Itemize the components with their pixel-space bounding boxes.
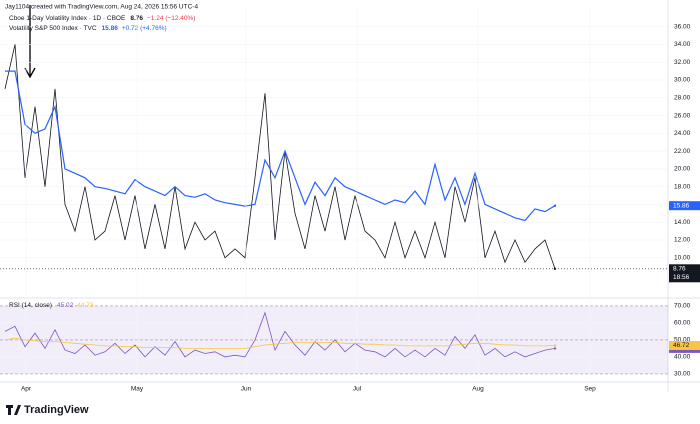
last-point [553,347,557,350]
y-tick-label: 34.00 [674,41,691,48]
y-tick-label: 30.00 [674,77,691,84]
y-tick-label: 12.00 [674,237,691,244]
rsi-title: RSI (14, close) [9,302,52,309]
y-tick-label: 10.00 [674,254,691,261]
logo-mark [6,405,21,415]
price-line [4,44,556,269]
legend-name: Volatility S&P 500 Index · TVC [9,25,97,32]
rsi-legend: RSI (14, close) 45.02 44.73 [9,302,94,309]
y-tick-label: 26.00 [674,112,691,119]
y-tick-label: 40.00 [674,354,691,361]
countdown: 18:56 [673,274,690,281]
price-label-box [669,264,700,283]
x-tick-label: Aug [472,386,484,393]
x-tick-label: Sep [584,386,596,393]
arrow-annotation [24,5,36,79]
last-point [553,344,557,347]
rsi-value: 45.02 [57,302,74,309]
price-label-box [669,341,700,351]
y-tick-label: 24.00 [674,130,691,137]
y-tick-label: 32.00 [674,59,691,66]
y-tick-label: 18.00 [674,183,691,190]
last-point [553,267,557,270]
legend-name: Cboe 1-Day Volatility Index · 1D · CBOE [9,15,126,22]
price-label: 8.76 [673,266,686,273]
legend-entry: Volatility S&P 500 Index · TVC 15.86 +0.72… [9,25,167,32]
rsi-line [4,311,556,358]
logo: TradingView [6,404,89,416]
price-label: 46.72 [673,342,690,349]
logo-text: TradingView [24,404,89,416]
credit: Jay1104 created with TradingView.com, Au… [5,4,198,11]
y-tick-label: 36.00 [674,23,691,30]
legend-last: 15.86 [102,25,119,32]
x-tick-label: Jun [241,386,252,393]
y-tick-label: 14.00 [674,219,691,226]
rsi-ma-value: 44.73 [77,302,94,309]
y-tick-label: 60.00 [674,320,691,327]
legend-change: −1.24 (−12.40%) [147,15,195,22]
x-tick-label: Apr [21,386,32,393]
y-tick-label: 20.00 [674,166,691,173]
y-tick-label: 70.00 [674,303,691,310]
y-tick-label: 22.00 [674,148,691,155]
y-tick-label: 30.00 [674,371,691,378]
y-tick-label: 28.00 [674,94,691,101]
price-line [5,70,556,222]
legend-change: +0.72 (+4.76%) [122,25,167,32]
legend-entry: Cboe 1-Day Volatility Index · 1D · CBOE 8… [9,15,195,22]
y-tick-label: 50.00 [674,337,691,344]
x-tick-label: May [131,386,144,393]
price-label: 15.86 [673,202,690,209]
price-label-box [669,201,700,211]
x-tick-label: Jul [353,386,362,393]
rsi-line [4,337,556,349]
last-point [553,204,557,207]
